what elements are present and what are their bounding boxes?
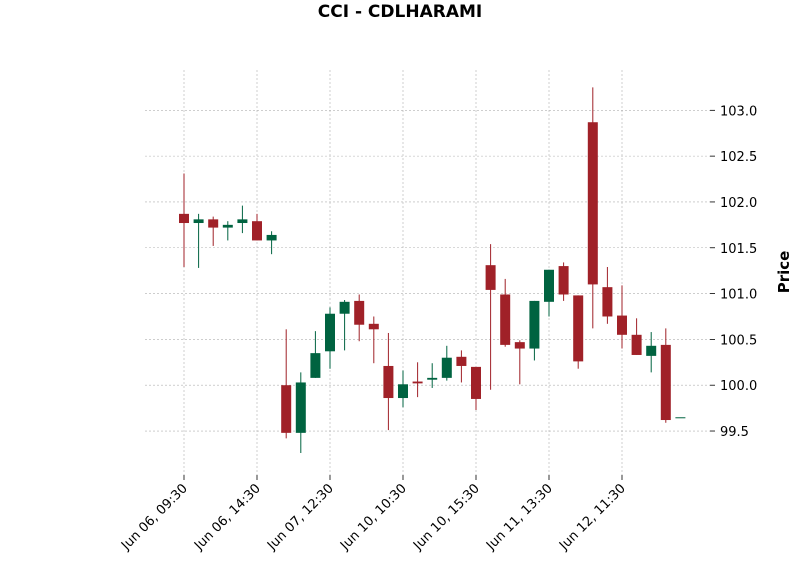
x-tick-label: Jun 10, 15:30 xyxy=(410,481,483,554)
y-tick-label: 99.5 xyxy=(720,425,749,440)
candle-body xyxy=(252,221,262,241)
candle-body xyxy=(544,269,554,302)
x-tick-label: Jun 07, 12:30 xyxy=(264,481,337,554)
x-tick-label: Jun 06, 14:30 xyxy=(191,481,264,554)
candle-body xyxy=(675,417,686,419)
x-tick-label: Jun 11, 13:30 xyxy=(483,481,556,554)
candle-body xyxy=(471,366,481,399)
y-tick-label: 102.5 xyxy=(720,150,757,165)
chart-title: CCI - CDLHARAMI xyxy=(318,2,482,22)
candle-body xyxy=(514,342,525,349)
candle-body xyxy=(456,356,467,366)
candle-body xyxy=(222,224,233,228)
candle-body xyxy=(573,295,584,362)
candle-body xyxy=(646,345,657,356)
candle-body xyxy=(281,385,292,433)
candle-body xyxy=(398,384,408,399)
candle-body xyxy=(237,219,248,224)
y-tick-label: 103.0 xyxy=(720,104,757,119)
y-tick-label: 101.5 xyxy=(720,242,757,257)
candle-body xyxy=(485,265,496,290)
candle-body xyxy=(427,377,438,380)
candle-body xyxy=(383,365,394,399)
candle-body xyxy=(179,213,189,224)
y-tick-label: 100.0 xyxy=(720,379,757,394)
y-tick-label: 101.0 xyxy=(720,288,757,303)
candle-body xyxy=(266,234,277,241)
candle-body xyxy=(193,219,204,224)
candle-body xyxy=(368,323,379,330)
candle-body xyxy=(354,300,365,325)
candle-body xyxy=(529,300,540,349)
y-axis-label: Price xyxy=(775,251,793,294)
x-tick-label: Jun 06, 09:30 xyxy=(118,481,191,554)
x-tick-label: Jun 10, 10:30 xyxy=(337,481,410,554)
candle-body xyxy=(441,357,452,378)
candle-body xyxy=(310,353,321,378)
candle-body xyxy=(587,122,598,285)
candle-body xyxy=(631,334,642,355)
candle-body xyxy=(339,301,350,314)
y-tick-label: 100.5 xyxy=(720,333,757,348)
candle-body xyxy=(660,344,671,421)
candle-body xyxy=(325,313,335,352)
candle-body xyxy=(500,294,511,345)
candle-body xyxy=(602,287,613,317)
candle-body xyxy=(295,382,306,433)
y-tick-label: 102.0 xyxy=(720,196,757,211)
candle-body xyxy=(558,266,569,295)
candle-body xyxy=(617,315,627,335)
candle-body xyxy=(412,381,423,384)
candle-body xyxy=(208,219,219,228)
x-tick-label: Jun 12, 11:30 xyxy=(556,481,629,554)
